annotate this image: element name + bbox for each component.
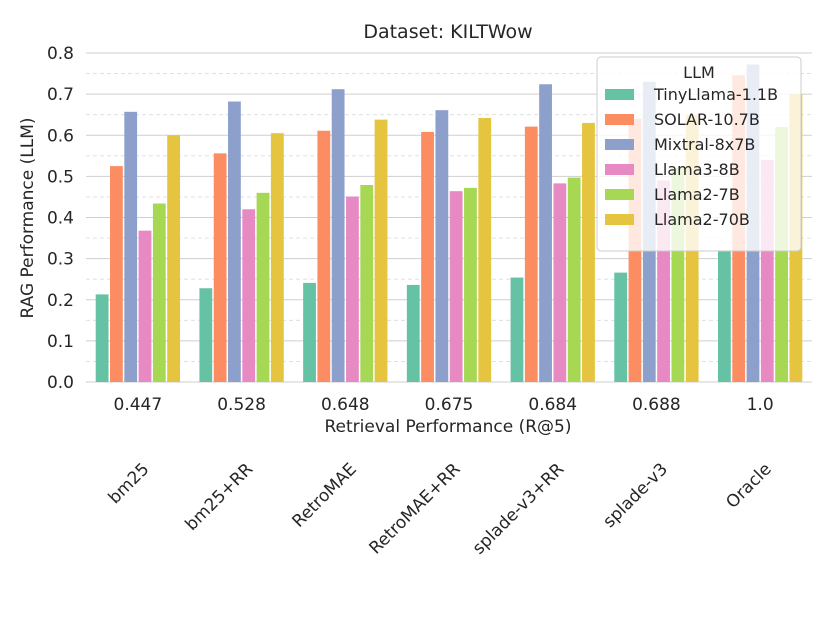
bar-llama2-70b-4 bbox=[582, 122, 595, 382]
retriever-label: RetroMAE+RR bbox=[365, 459, 464, 558]
legend-label: Llama2-7B bbox=[654, 185, 740, 204]
bar-tinyllama-1-1b-1 bbox=[199, 288, 213, 382]
bar-tinyllama-1-1b-3 bbox=[406, 284, 420, 382]
legend-label: Llama2-70B bbox=[654, 210, 750, 229]
bar-mixtral-8x7b-2 bbox=[331, 89, 345, 382]
retriever-label: splade-v3 bbox=[599, 459, 672, 532]
x-tick-label: 0.675 bbox=[425, 395, 474, 415]
bar-llama2-70b-3 bbox=[478, 117, 492, 382]
bar-tinyllama-1-1b-2 bbox=[303, 282, 316, 382]
y-axis-title: RAG Performance (LLM) bbox=[18, 117, 38, 318]
legend-swatch bbox=[605, 164, 634, 175]
legend-items: TinyLlama-1.1B SOLAR-10.7B Mixtral-8x7B Lla… bbox=[605, 85, 778, 229]
y-tick-label: 0.8 bbox=[47, 44, 74, 64]
y-tick-label: 0.3 bbox=[47, 250, 74, 270]
legend-swatch bbox=[605, 214, 634, 225]
y-tick-label: 0.4 bbox=[47, 209, 74, 229]
y-tick-label: 0.6 bbox=[47, 126, 74, 146]
legend-label: SOLAR-10.7B bbox=[654, 110, 760, 129]
retriever-labels: bm25 bm25+RR RetroMAE RetroMAE+RR splade-v3+… bbox=[105, 459, 776, 558]
bar-llama3-8b-3 bbox=[449, 191, 463, 382]
x-tick-label: 0.688 bbox=[632, 395, 681, 415]
x-tick-labels: 0.447 0.528 0.648 0.675 0.684 0.688 1.0 bbox=[114, 395, 774, 415]
legend-label: Mixtral-8x7B bbox=[654, 135, 755, 154]
bar-solar-10-7b-0 bbox=[110, 166, 123, 382]
x-tick-label: 0.684 bbox=[528, 395, 577, 415]
legend-swatch bbox=[605, 139, 634, 150]
x-axis-title: Retrieval Performance (R@5) bbox=[325, 417, 572, 437]
y-tick-label: 0.1 bbox=[47, 332, 74, 352]
bar-tinyllama-1-1b-4 bbox=[510, 277, 524, 382]
bar-llama2-7b-0 bbox=[152, 203, 166, 382]
legend-swatch bbox=[605, 114, 634, 125]
bar-llama3-8b-1 bbox=[242, 209, 256, 382]
x-tick-label: 0.447 bbox=[114, 395, 163, 415]
legend-swatch bbox=[605, 189, 634, 200]
bar-tinyllama-1-1b-0 bbox=[95, 294, 109, 382]
legend-swatch bbox=[605, 89, 634, 100]
x-tick-label: 1.0 bbox=[747, 395, 774, 415]
bar-llama2-7b-2 bbox=[360, 185, 374, 382]
bar-llama2-70b-0 bbox=[167, 135, 181, 382]
bar-tinyllama-1-1b-5 bbox=[614, 272, 628, 382]
retriever-label: Oracle bbox=[722, 459, 775, 512]
legend-label: TinyLlama-1.1B bbox=[653, 85, 778, 104]
bar-mixtral-8x7b-1 bbox=[228, 101, 241, 382]
bar-llama2-70b-1 bbox=[270, 133, 284, 382]
bar-solar-10-7b-2 bbox=[317, 130, 331, 382]
y-tick-label: 0.0 bbox=[47, 373, 74, 393]
bar-llama3-8b-0 bbox=[138, 230, 152, 382]
y-tick-label: 0.2 bbox=[47, 291, 74, 311]
retriever-label: RetroMAE bbox=[289, 459, 361, 531]
bar-mixtral-8x7b-0 bbox=[124, 111, 138, 382]
y-tick-label: 0.5 bbox=[47, 167, 74, 187]
bar-solar-10-7b-3 bbox=[421, 131, 434, 382]
bar-llama2-7b-4 bbox=[567, 177, 581, 382]
legend: LLM TinyLlama-1.1B SOLAR-10.7B Mixtral-8x7… bbox=[596, 56, 802, 252]
bar-llama2-70b-2 bbox=[374, 119, 388, 382]
bar-llama2-7b-1 bbox=[256, 192, 270, 382]
bar-mixtral-8x7b-4 bbox=[539, 84, 552, 382]
y-tick-labels: 0.0 0.1 0.2 0.3 0.4 0.5 0.6 0.7 0.8 bbox=[47, 44, 74, 393]
bar-solar-10-7b-1 bbox=[213, 153, 227, 382]
retriever-label: bm25+RR bbox=[182, 459, 258, 535]
bar-tinyllama-1-1b-6 bbox=[717, 250, 731, 382]
retriever-label: bm25 bbox=[105, 459, 154, 508]
bar-llama3-8b-2 bbox=[346, 196, 359, 382]
y-tick-label: 0.7 bbox=[47, 85, 74, 105]
bar-llama3-8b-4 bbox=[553, 183, 567, 382]
retriever-label: splade-v3+RR bbox=[469, 459, 568, 558]
x-tick-label: 0.648 bbox=[321, 395, 370, 415]
x-tick-label: 0.528 bbox=[217, 395, 266, 415]
chart-title: Dataset: KILTWow bbox=[363, 21, 532, 43]
bar-solar-10-7b-4 bbox=[524, 126, 538, 383]
bar-mixtral-8x7b-3 bbox=[435, 110, 449, 382]
legend-label: Llama3-8B bbox=[654, 160, 740, 179]
bar-llama2-7b-3 bbox=[464, 187, 477, 382]
legend-box bbox=[596, 56, 802, 252]
legend-title: LLM bbox=[683, 63, 715, 82]
